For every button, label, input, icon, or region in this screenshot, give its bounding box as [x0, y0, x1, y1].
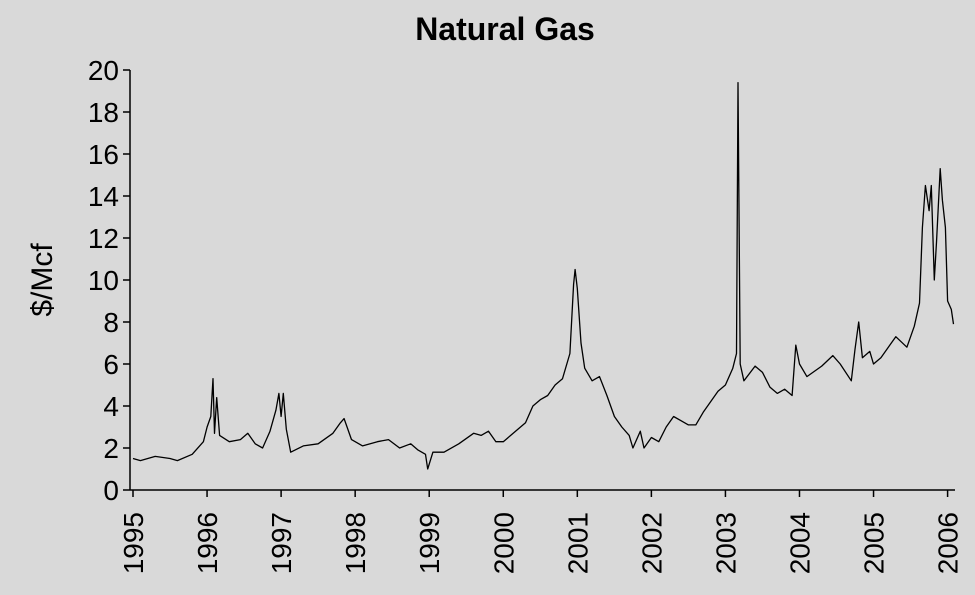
- background: [0, 0, 975, 595]
- y-tick-label: 4: [103, 391, 119, 422]
- x-tick-label: 2004: [784, 512, 815, 574]
- y-tick-label: 10: [88, 265, 119, 296]
- x-tick-label: 2000: [488, 512, 519, 574]
- x-tick-label: 2003: [710, 512, 741, 574]
- x-tick-label: 1999: [414, 512, 445, 574]
- y-tick-label: 20: [88, 55, 119, 86]
- x-tick-label: 1995: [118, 512, 149, 574]
- y-tick-label: 2: [103, 433, 119, 464]
- x-tick-label: 1997: [266, 512, 297, 574]
- x-tick-label: 1996: [192, 512, 223, 574]
- chart: Natural Gas $/Mcf 0 2 4 6 8 10 12 14 16 18 20 1995 1…: [0, 0, 975, 595]
- x-tick-label: 2006: [933, 512, 964, 574]
- x-tick-label: 2002: [636, 512, 667, 574]
- y-tick-label: 12: [88, 223, 119, 254]
- y-tick-label: 6: [103, 349, 119, 380]
- y-tick-label: 0: [103, 475, 119, 506]
- chart-title: Natural Gas: [415, 11, 595, 47]
- y-tick-label: 8: [103, 307, 119, 338]
- x-tick-label: 1998: [340, 512, 371, 574]
- y-tick-label: 16: [88, 139, 119, 170]
- y-tick-label: 18: [88, 97, 119, 128]
- y-tick-label: 14: [88, 181, 119, 212]
- x-tick-label: 2005: [859, 512, 890, 574]
- y-axis-label: $/Mcf: [26, 243, 59, 317]
- x-tick-label: 2001: [562, 512, 593, 574]
